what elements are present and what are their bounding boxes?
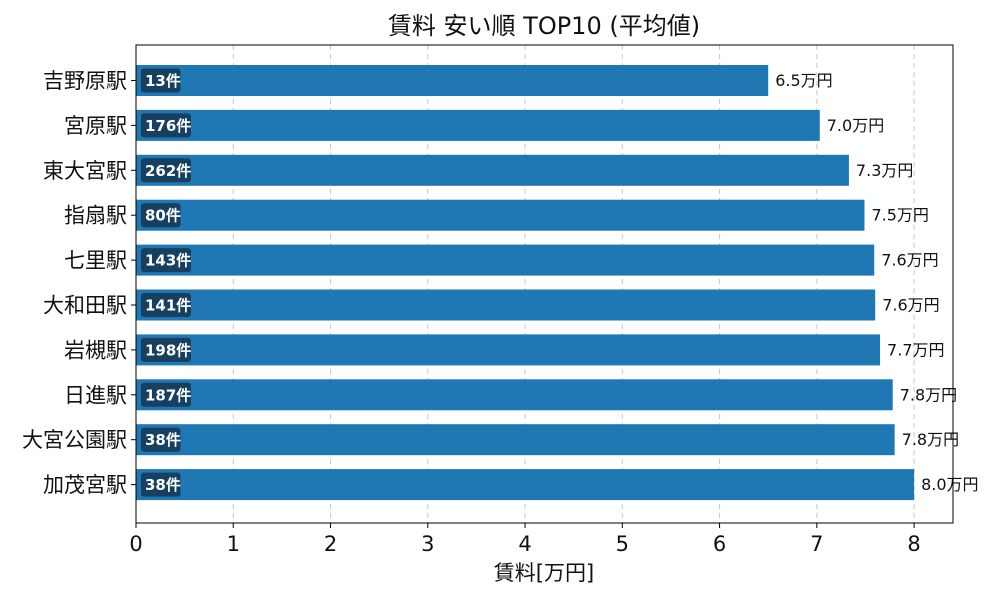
value-label: 8.0万円 bbox=[921, 475, 978, 494]
value-label: 7.5万円 bbox=[871, 206, 928, 225]
bar bbox=[136, 154, 849, 186]
count-label: 198件 bbox=[145, 341, 191, 359]
count-label: 187件 bbox=[145, 386, 191, 404]
bar bbox=[136, 289, 876, 321]
bar bbox=[136, 424, 895, 456]
x-tick-label: 0 bbox=[129, 532, 142, 556]
x-tick-label: 6 bbox=[713, 532, 726, 556]
bar bbox=[136, 334, 881, 366]
x-tick-label: 4 bbox=[518, 532, 531, 556]
category-label: 大和田駅 bbox=[43, 294, 127, 318]
bar bbox=[136, 469, 915, 501]
count-badge bbox=[141, 68, 181, 93]
x-axis-label: 賃料[万円] bbox=[494, 561, 594, 585]
category-label: 岩槻駅 bbox=[64, 338, 127, 362]
bars: 13件 6.5万円 176件 7.0万円 262件 7.3万円 80件 7.5万円 143件 7.… bbox=[136, 65, 979, 501]
count-badge bbox=[141, 158, 191, 183]
count-badge bbox=[141, 203, 181, 228]
x-tick-label: 2 bbox=[324, 532, 337, 556]
count-label: 176件 bbox=[145, 117, 191, 135]
x-tick-label: 7 bbox=[810, 532, 823, 556]
value-label: 7.8万円 bbox=[902, 430, 959, 449]
x-tick-label: 5 bbox=[616, 532, 629, 556]
category-label: 宮原駅 bbox=[64, 114, 127, 138]
x-tick-label: 3 bbox=[421, 532, 434, 556]
count-badge bbox=[141, 382, 191, 407]
count-badge bbox=[141, 337, 191, 362]
category-label: 加茂宮駅 bbox=[43, 473, 127, 497]
count-label: 262件 bbox=[145, 162, 191, 180]
count-badge bbox=[141, 113, 191, 138]
x-tick-label: 8 bbox=[907, 532, 920, 556]
count-label: 141件 bbox=[145, 297, 191, 315]
bar bbox=[136, 199, 865, 231]
count-label: 143件 bbox=[145, 252, 191, 270]
category-label: 大宮公園駅 bbox=[22, 428, 127, 452]
category-label: 日進駅 bbox=[64, 383, 127, 407]
bar bbox=[136, 244, 875, 276]
count-label: 38件 bbox=[145, 476, 181, 494]
value-label: 6.5万円 bbox=[775, 71, 832, 90]
count-badge bbox=[141, 248, 191, 273]
value-label: 7.7万円 bbox=[887, 340, 944, 359]
x-tick-label: 1 bbox=[227, 532, 240, 556]
category-label: 指扇駅 bbox=[64, 204, 127, 228]
count-badge bbox=[141, 472, 181, 497]
count-badge bbox=[141, 293, 191, 317]
bar bbox=[136, 109, 820, 141]
count-badge bbox=[141, 427, 181, 452]
value-label: 7.6万円 bbox=[882, 296, 939, 315]
category-label: 七里駅 bbox=[64, 249, 127, 273]
value-label: 7.0万円 bbox=[827, 116, 884, 135]
category-label: 東大宮駅 bbox=[43, 159, 127, 183]
bar bbox=[136, 379, 893, 411]
count-label: 13件 bbox=[145, 72, 181, 90]
bar bbox=[136, 65, 769, 96]
value-label: 7.3万円 bbox=[856, 161, 913, 180]
count-label: 38件 bbox=[145, 431, 181, 449]
plot-frame bbox=[135, 44, 954, 524]
count-label: 80件 bbox=[145, 207, 181, 225]
chart-title: 賃料 安い順 TOP10 (平均値) bbox=[388, 12, 700, 40]
value-label: 7.8万円 bbox=[900, 385, 957, 404]
category-label: 吉野原駅 bbox=[43, 69, 127, 93]
value-label: 7.6万円 bbox=[881, 251, 938, 270]
